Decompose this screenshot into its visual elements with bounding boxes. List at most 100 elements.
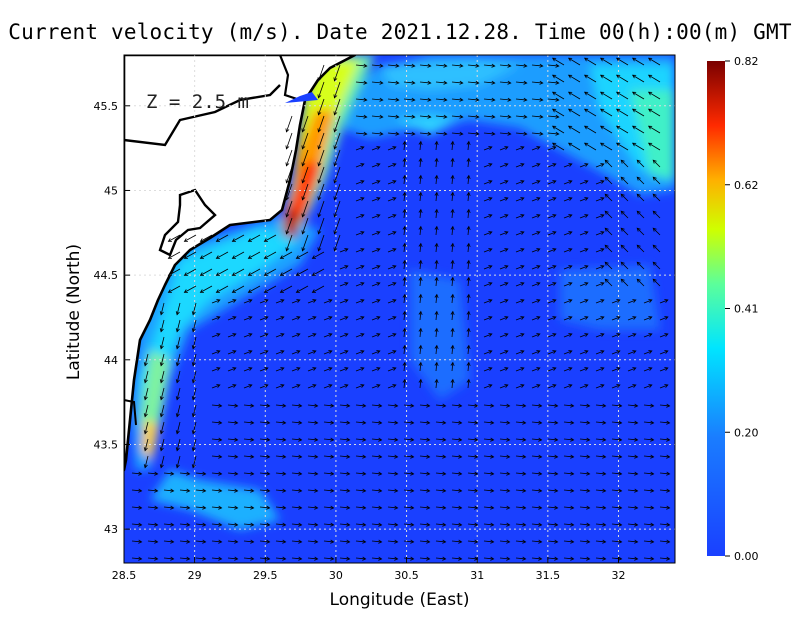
vector-head <box>604 278 609 283</box>
current-vector <box>467 438 478 441</box>
vector-head <box>632 367 637 371</box>
vector-head <box>328 299 333 303</box>
current-vector <box>515 115 527 118</box>
current-vector <box>483 265 492 270</box>
current-vector <box>179 557 190 560</box>
current-vector <box>531 557 542 560</box>
current-vector <box>467 115 479 118</box>
current-vector <box>499 438 510 441</box>
vector-head <box>232 350 237 354</box>
vector-head <box>466 225 471 231</box>
vector-head <box>314 454 319 459</box>
vector-head <box>317 213 322 218</box>
current-vector <box>643 350 652 355</box>
vector-head <box>555 63 560 68</box>
vector-head <box>522 420 527 425</box>
vector-head <box>506 403 511 408</box>
vector-head <box>298 522 303 527</box>
current-vector <box>318 149 325 166</box>
current-vector <box>547 472 558 475</box>
vector-head <box>154 539 159 544</box>
current-vector <box>515 98 527 101</box>
vector-head <box>538 539 543 544</box>
current-vector <box>371 81 383 84</box>
current-vector <box>147 506 158 509</box>
current-vector <box>659 455 670 458</box>
vector-head <box>466 344 471 350</box>
vector-head <box>504 146 509 150</box>
vector-head <box>583 57 589 62</box>
vector-head <box>520 350 525 354</box>
current-vector <box>659 316 668 321</box>
x-tick-label: 29.5 <box>253 569 278 582</box>
vector-head <box>458 505 463 510</box>
current-vector <box>275 557 286 560</box>
current-vector <box>531 282 540 287</box>
current-vector <box>467 294 470 304</box>
vector-head <box>186 471 191 476</box>
current-vector <box>403 557 414 560</box>
current-vector <box>371 455 382 458</box>
current-vector <box>435 404 446 407</box>
vector-head <box>234 505 239 510</box>
vector-head <box>250 437 255 442</box>
current-vector <box>467 141 470 151</box>
current-vector <box>483 421 494 424</box>
current-vector <box>467 328 470 338</box>
current-vector <box>419 404 430 407</box>
vector-head <box>523 114 528 119</box>
vector-head <box>175 311 180 316</box>
vector-head <box>504 384 509 388</box>
vector-head <box>631 125 637 130</box>
current-vector <box>467 226 470 236</box>
current-vector <box>467 277 470 287</box>
vector-head <box>636 278 641 283</box>
current-vector <box>467 209 470 219</box>
current-vector <box>648 125 661 134</box>
current-vector <box>547 421 558 424</box>
vector-head <box>191 379 196 384</box>
current-vector <box>179 489 190 492</box>
current-vector <box>568 74 581 83</box>
vector-head <box>650 556 655 561</box>
vector-head <box>434 293 439 299</box>
vector-head <box>333 213 338 218</box>
current-vector <box>259 384 268 389</box>
current-vector <box>318 98 325 115</box>
vector-head <box>410 420 415 425</box>
vector-head <box>586 539 591 544</box>
current-vector <box>652 244 661 253</box>
vector-head <box>216 316 221 320</box>
current-vector <box>232 285 245 293</box>
current-vector <box>387 557 398 560</box>
current-vector <box>643 540 654 543</box>
current-vector <box>659 557 670 560</box>
vector-head <box>458 420 463 425</box>
vector-head <box>615 74 621 79</box>
current-vector <box>451 404 462 407</box>
current-vector <box>371 316 380 321</box>
vector-head <box>552 316 557 320</box>
vector-head <box>583 125 589 130</box>
current-vector <box>467 158 470 168</box>
current-vector <box>355 132 367 135</box>
vector-head <box>506 488 511 493</box>
vector-head <box>552 248 557 252</box>
current-vector <box>387 146 396 151</box>
current-vector <box>355 146 364 151</box>
vector-head <box>266 505 271 510</box>
current-vector <box>355 265 364 270</box>
vector-head <box>143 379 148 384</box>
vector-head <box>379 97 384 102</box>
current-vector <box>659 540 670 543</box>
vector-head <box>427 131 432 136</box>
current-vector <box>275 404 286 407</box>
current-vector <box>515 350 524 355</box>
vector-head <box>554 522 559 527</box>
vector-head <box>266 556 271 561</box>
vector-head <box>434 191 439 197</box>
vector-head <box>648 384 653 388</box>
vector-head <box>333 94 338 99</box>
vector-head <box>167 289 172 293</box>
current-vector <box>648 74 661 83</box>
